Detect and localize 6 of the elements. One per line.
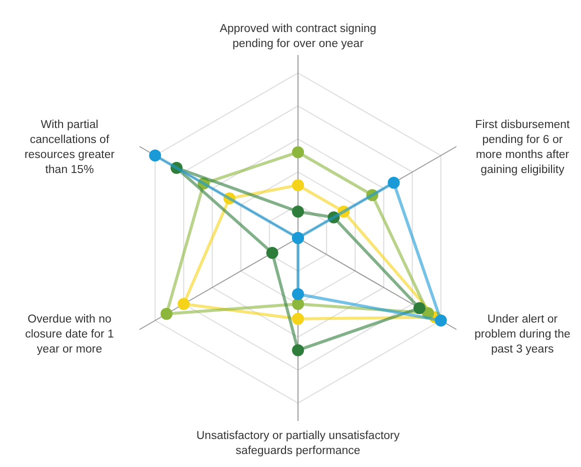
spoke-label: Overdue with no closure date for 1 year or more xyxy=(25,314,114,356)
spoke-label: First disbursement pending for 6 or more months after gaining eligibility xyxy=(475,119,571,176)
spoke-label: With partial cancellations of resources greater than 15% xyxy=(24,119,115,176)
spoke-label: Approved with contract signing pending for over one year xyxy=(220,23,376,50)
spoke-label: Unsatisfactory or partially unsatisfactory safeguards performance xyxy=(196,430,400,457)
spoke-label: Under alert or problem during the past 3 years xyxy=(474,314,570,356)
